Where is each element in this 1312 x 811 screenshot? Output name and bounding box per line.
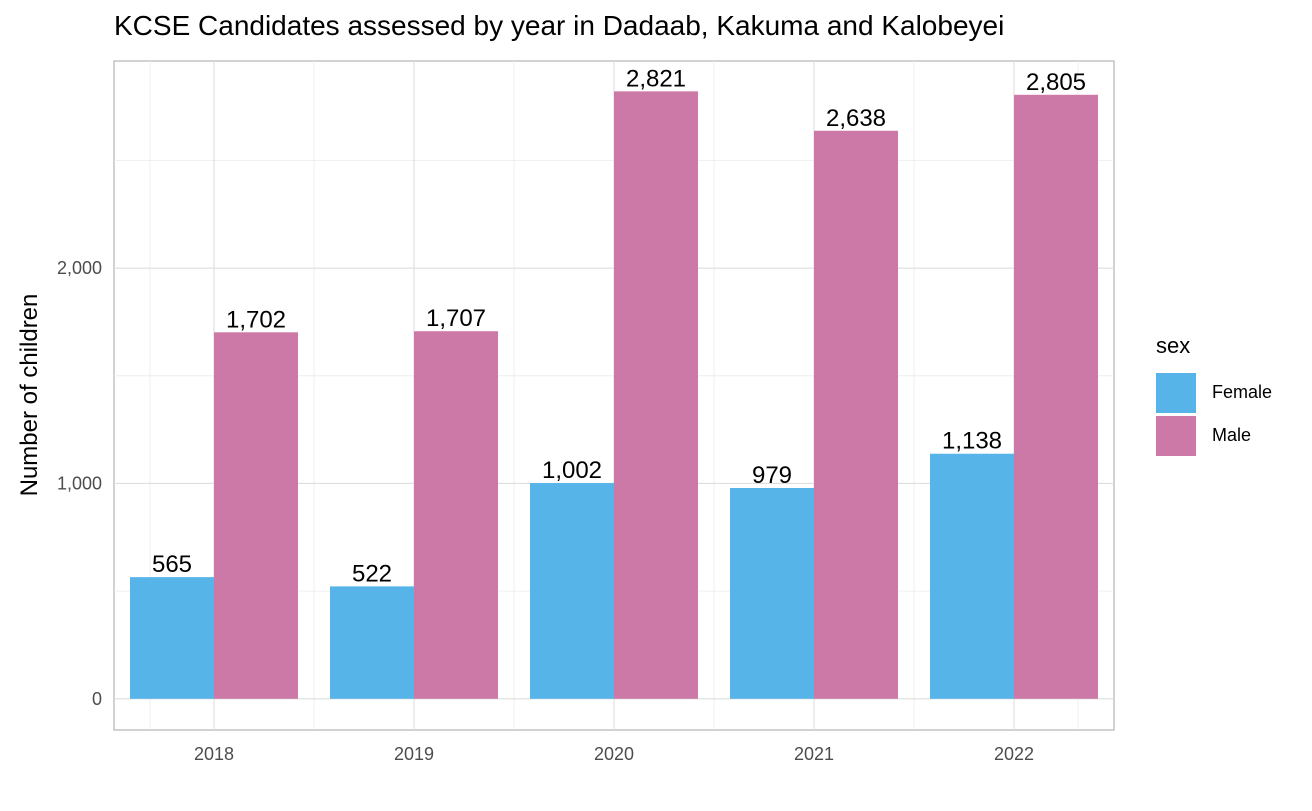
bar-female-2018 — [130, 577, 214, 699]
x-tick-label: 2018 — [194, 744, 234, 764]
y-axis-title: Number of children — [16, 294, 43, 497]
legend-title: sex — [1156, 333, 1191, 358]
bar-male-2021 — [814, 130, 898, 699]
data-label-male-2021: 2,638 — [826, 105, 886, 132]
bar-male-2022 — [1014, 94, 1098, 699]
x-tick-label: 2022 — [994, 744, 1034, 764]
bar-female-2021 — [730, 487, 814, 699]
legend-item-female: Female — [1156, 371, 1272, 414]
axes: 0 1,000 2,000 2018 2019 2020 2021 2022 — [57, 258, 1034, 764]
bar-female-2019 — [330, 586, 414, 699]
legend-label-female: Female — [1212, 382, 1273, 402]
x-tick-label: 2021 — [794, 744, 834, 764]
bar-male-2020 — [614, 91, 698, 699]
x-tick-label: 2019 — [394, 744, 434, 764]
data-label-female-2021: 979 — [752, 462, 792, 489]
legend-item-male: Male — [1156, 414, 1272, 457]
data-label-female-2020: 1,002 — [542, 457, 602, 484]
bar-male-2018 — [214, 332, 298, 699]
data-label-male-2020: 2,821 — [626, 65, 686, 92]
x-tick-label: 2020 — [594, 744, 634, 764]
legend-label-male: Male — [1212, 425, 1252, 445]
legend-swatch-male — [1156, 415, 1196, 456]
bars — [130, 91, 1098, 699]
data-labels: 565 1,702 522 1,707 1,002 2,821 979 2,638 1,138 2… — [152, 65, 1086, 587]
legend: sex Female Male — [1156, 333, 1272, 457]
bar-male-2019 — [414, 331, 498, 699]
bar-female-2020 — [530, 483, 614, 699]
data-label-male-2019: 1,707 — [426, 305, 486, 332]
data-label-male-2018: 1,702 — [226, 306, 286, 333]
data-label-female-2018: 565 — [152, 551, 192, 578]
y-tick-label: 0 — [92, 689, 102, 709]
data-label-male-2022: 2,805 — [1026, 69, 1086, 96]
data-label-female-2019: 522 — [352, 560, 392, 587]
y-tick-label: 2,000 — [57, 258, 102, 278]
legend-swatch-female — [1156, 372, 1196, 413]
bar-female-2022 — [930, 453, 1014, 699]
chart-title: KCSE Candidates assessed by year in Dada… — [114, 10, 1005, 41]
data-label-female-2022: 1,138 — [942, 428, 1002, 455]
y-tick-label: 1,000 — [57, 473, 102, 493]
